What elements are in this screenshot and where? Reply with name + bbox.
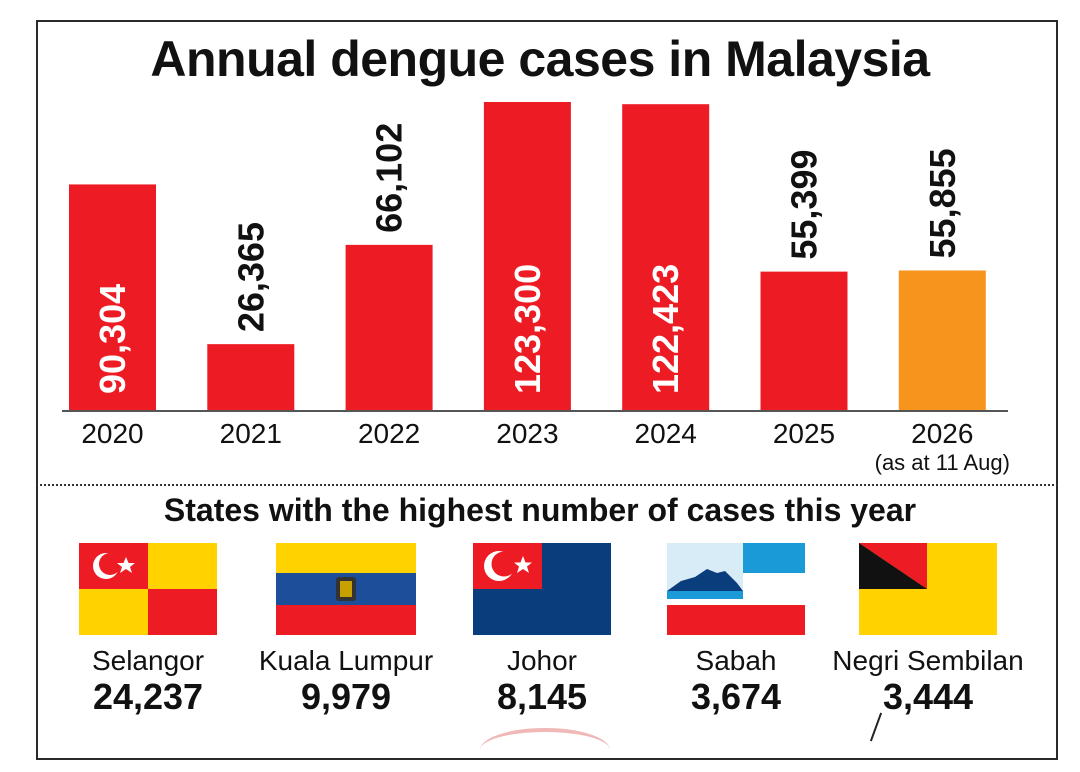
johor-flag-icon — [473, 543, 611, 635]
value-label-2026: 55,855 — [922, 148, 963, 258]
state-card-negri-sembilan: Negri Sembilan 3,444 — [828, 543, 1028, 716]
category-label-2024: 2024 — [635, 418, 697, 449]
value-label-2021: 26,365 — [230, 222, 271, 332]
category-label-2021: 2021 — [220, 418, 282, 449]
state-card-johor: Johor 8,145 — [442, 543, 642, 716]
state-name: Negri Sembilan — [832, 645, 1024, 676]
value-label-2023: 123,300 — [507, 264, 548, 394]
category-note-2026: (as at 11 Aug) — [875, 450, 1010, 475]
category-label-2020: 2020 — [81, 418, 143, 449]
selangor-flag-icon — [79, 543, 217, 635]
bar-2026 — [898, 270, 986, 410]
state-count: 8,145 — [496, 676, 588, 717]
category-label-2022: 2022 — [358, 418, 420, 449]
bar-2020 — [69, 184, 156, 410]
state-count: 3,674 — [690, 676, 782, 717]
bar-2024 — [622, 104, 710, 410]
kuala-lumpur-flag-icon — [276, 543, 416, 635]
state-card-sabah: Sabah 3,674 — [636, 543, 836, 716]
bar-2025 — [760, 271, 848, 410]
bar-2021 — [207, 344, 295, 410]
state-name: Kuala Lumpur — [258, 645, 434, 676]
value-label-2024: 122,423 — [645, 264, 686, 394]
value-label-2020: 90,304 — [92, 284, 133, 394]
value-label-2022: 66,102 — [369, 123, 410, 233]
state-card-selangor: Selangor 24,237 — [48, 543, 248, 716]
section-divider — [36, 484, 1058, 486]
state-name: Selangor — [91, 645, 205, 676]
category-label-2025: 2025 — [773, 418, 835, 449]
state-card-kuala-lumpur: Kuala Lumpur 9,979 — [246, 543, 446, 716]
negri-sembilan-flag-icon — [859, 543, 997, 635]
state-count: 9,979 — [300, 676, 392, 717]
states-section-title: States with the highest number of cases … — [163, 492, 917, 528]
bar-chart: 90,304 2020 26,365 2021 66,102 2022 123,300 202… — [62, 102, 1010, 475]
state-name: Johor — [506, 645, 578, 676]
category-label-2026: 2026 — [911, 418, 973, 449]
state-count: 3,444 — [882, 676, 974, 717]
bar-2022 — [345, 244, 433, 410]
sabah-flag-icon — [667, 543, 805, 635]
bar-2023 — [483, 102, 571, 410]
state-count: 24,237 — [92, 676, 204, 717]
decorative-arc — [480, 728, 610, 772]
state-name: Sabah — [695, 645, 777, 676]
category-label-2023: 2023 — [496, 418, 558, 449]
chart-title: Annual dengue cases in Malaysia — [150, 31, 930, 87]
value-label-2025: 55,399 — [784, 150, 825, 260]
